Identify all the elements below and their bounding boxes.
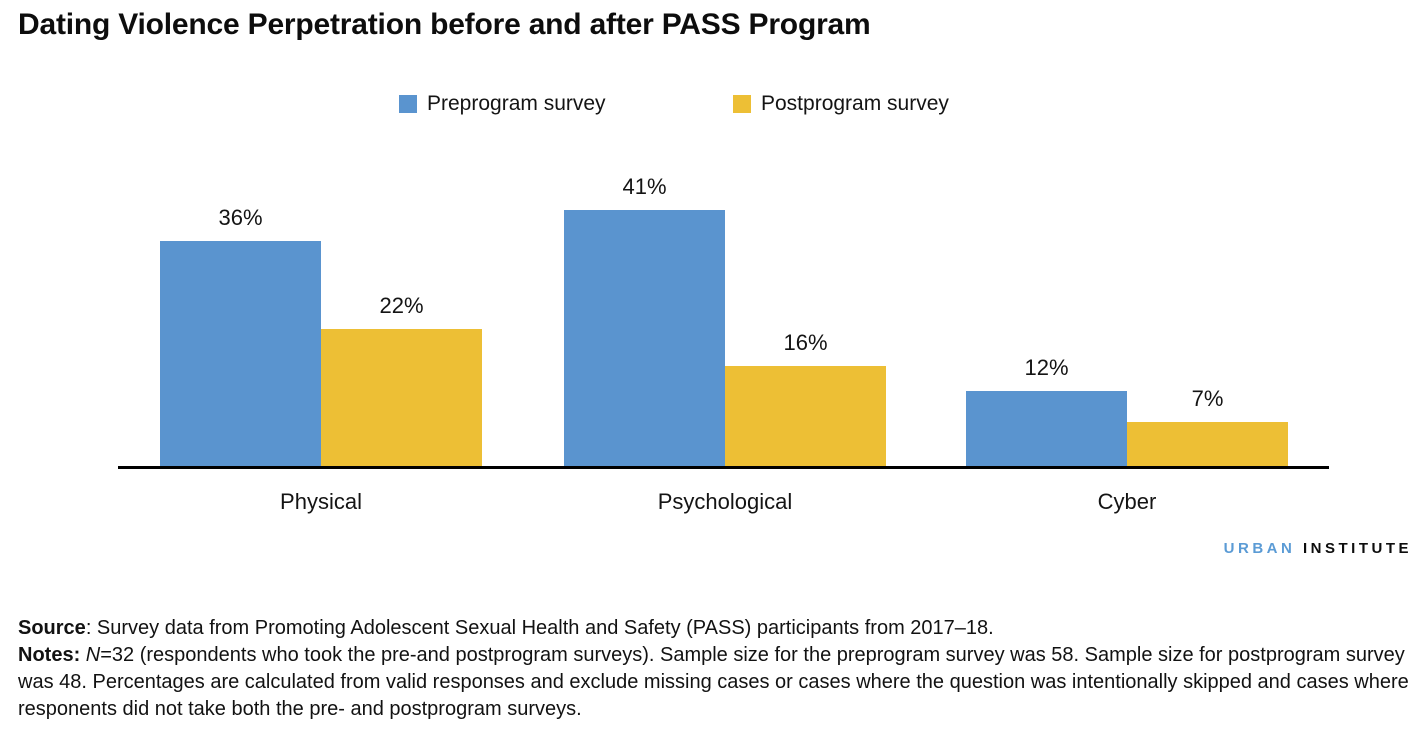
value-label-preprogram-cyber: 12% (1024, 355, 1069, 380)
value-label-postprogram-cyber: 7% (1191, 386, 1224, 412)
value-label-postprogram-psychological: 16% (783, 330, 828, 355)
value-label-preprogram-psychological: 41% (622, 173, 667, 199)
bar-postprogram-psychological (725, 366, 886, 466)
source-text: : Survey data from Promoting Adolescent … (85, 617, 994, 639)
legend-swatch-preprogram-icon (399, 95, 417, 113)
category-label-physical: Physical (280, 489, 362, 514)
notes-text: =32 (respondents who took the pre-and po… (18, 644, 1409, 720)
source-note: Source: Survey data from Promoting Adole… (18, 615, 1412, 642)
value-label-preprogram-physical: 36% (218, 205, 263, 230)
urban-institute-logo: URBAN INSTITUTE (1224, 540, 1412, 557)
bar-postprogram-physical (321, 328, 482, 466)
legend-swatch-postprogram-icon (733, 95, 751, 113)
legend-label-preprogram: Preprogram survey (427, 92, 606, 115)
legend-item-postprogram: Postprogram survey (733, 92, 949, 116)
category-label-psychological: Psychological (657, 489, 793, 514)
notes-note: Notes: N=32 (respondents who took the pr… (18, 642, 1412, 723)
chart-title: Dating Violence Perpetration before and … (18, 8, 871, 41)
legend-item-preprogram: Preprogram survey (399, 92, 606, 116)
footer-notes: Source: Survey data from Promoting Adole… (18, 615, 1412, 723)
bar-postprogram-cyber (1127, 422, 1288, 466)
bar-preprogram-cyber (966, 391, 1127, 466)
notes-n: N (85, 644, 101, 666)
logo-urban-text: URBAN (1223, 540, 1296, 557)
bar-preprogram-psychological (564, 209, 725, 466)
source-label: Source (18, 617, 86, 639)
value-label-postprogram-physical: 22% (379, 292, 424, 318)
category-label-cyber: Cyber (1097, 489, 1157, 514)
notes-label: Notes: (18, 644, 81, 666)
logo-institute-text: INSTITUTE (1303, 540, 1412, 557)
x-axis-line (118, 466, 1329, 469)
bar-preprogram-physical (160, 241, 321, 466)
legend-label-postprogram: Postprogram survey (761, 92, 949, 115)
